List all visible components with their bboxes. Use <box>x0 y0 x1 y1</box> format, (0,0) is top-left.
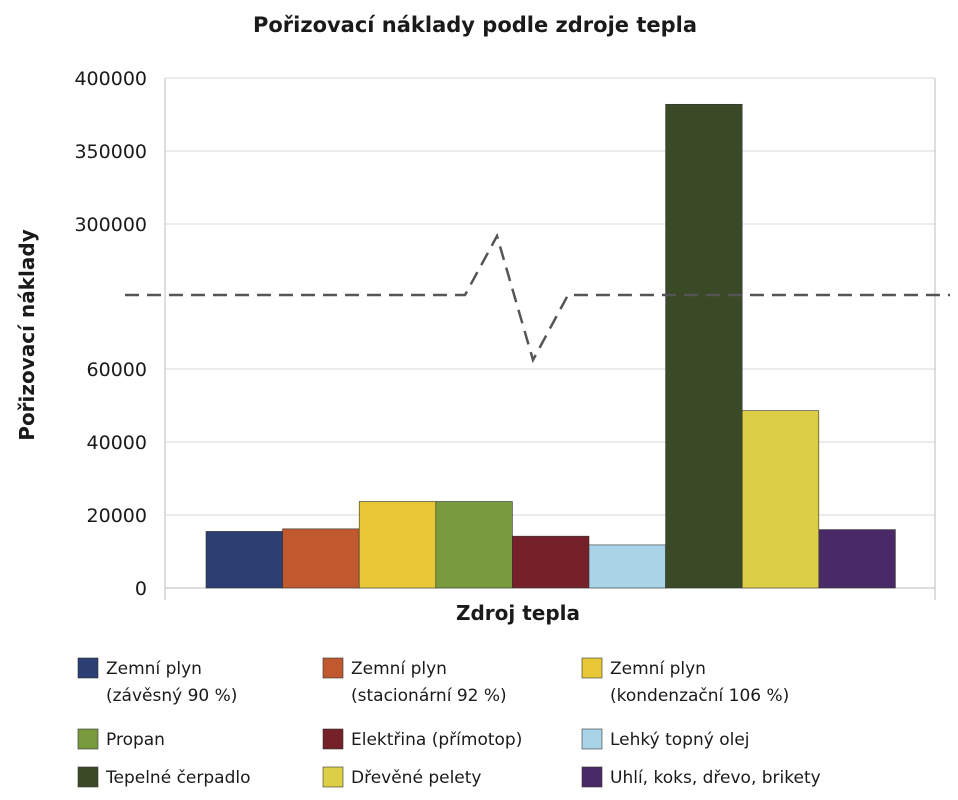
bar <box>588 544 666 589</box>
legend-label: (závěsný 90 %) <box>106 686 237 706</box>
legend-item: Dřevěné pelety <box>322 766 481 788</box>
x-axis-title: Zdroj tepla <box>456 601 580 625</box>
legend-label: Uhlí, koks, dřevo, brikety <box>610 768 821 788</box>
legend-item: Zemní plyn (závěsný 90 %) <box>77 657 237 706</box>
y-tick-labels: 0 20000 40000 60000 300000 350000 400000 <box>74 68 147 600</box>
y-tick-label: 60000 <box>87 359 147 381</box>
legend-label: Zemní plyn <box>106 659 202 679</box>
legend-label: Zemní plyn <box>351 659 447 679</box>
legend-swatch <box>581 657 603 679</box>
legend-label: Tepelné čerpadlo <box>105 768 250 788</box>
y-tick-label: 350000 <box>74 141 147 163</box>
legend-label: Zemní plyn <box>610 659 706 679</box>
bar <box>435 501 513 589</box>
legend-item: Propan <box>77 728 165 750</box>
legend-item: Elektřina (přímotop) <box>322 728 522 750</box>
y-axis-title: Pořizovací náklady <box>15 229 39 440</box>
legend-label: Dřevěné pelety <box>351 768 481 788</box>
y-tick-label: 300000 <box>74 214 147 236</box>
y-tick-label: 20000 <box>87 505 147 527</box>
legend-label: Lehký topný olej <box>610 730 750 750</box>
legend-label: Propan <box>106 730 165 750</box>
bar <box>205 531 283 589</box>
bar <box>358 501 437 589</box>
chart-title: Pořizovací náklady podle zdroje tepla <box>253 13 697 37</box>
legend-item: Zemní plyn (kondenzační 106 %) <box>581 657 789 706</box>
bar <box>665 103 743 589</box>
legend-swatch <box>322 766 344 788</box>
legend-swatch <box>77 657 99 679</box>
bar <box>741 410 820 589</box>
axis-break-line <box>125 232 950 364</box>
legend-swatch <box>322 657 344 679</box>
legend-swatch <box>581 728 603 750</box>
legend-label: (kondenzační 106 %) <box>610 686 789 706</box>
bar <box>282 528 360 589</box>
legend-label: (stacionární 92 %) <box>351 686 507 706</box>
bar <box>512 535 590 589</box>
legend-item: Zemní plyn (stacionární 92 %) <box>322 657 507 706</box>
legend-swatch <box>322 728 344 750</box>
bar <box>818 529 896 589</box>
legend-swatch <box>77 766 99 788</box>
legend-swatch <box>581 766 603 788</box>
legend-swatch <box>77 728 99 750</box>
y-tick-label: 0 <box>135 578 147 600</box>
legend-label: Elektřina (přímotop) <box>351 730 522 750</box>
axis-break <box>125 232 950 364</box>
legend: Zemní plyn (závěsný 90 %) Zemní plyn (staci… <box>77 657 821 788</box>
y-tick-label: 400000 <box>74 68 147 90</box>
gridlines <box>164 77 936 600</box>
y-tick-label: 40000 <box>87 432 147 454</box>
legend-item: Uhlí, koks, dřevo, brikety <box>581 766 821 788</box>
legend-item: Tepelné čerpadlo <box>77 766 250 788</box>
bars <box>205 103 896 589</box>
legend-item: Lehký topný olej <box>581 728 750 750</box>
